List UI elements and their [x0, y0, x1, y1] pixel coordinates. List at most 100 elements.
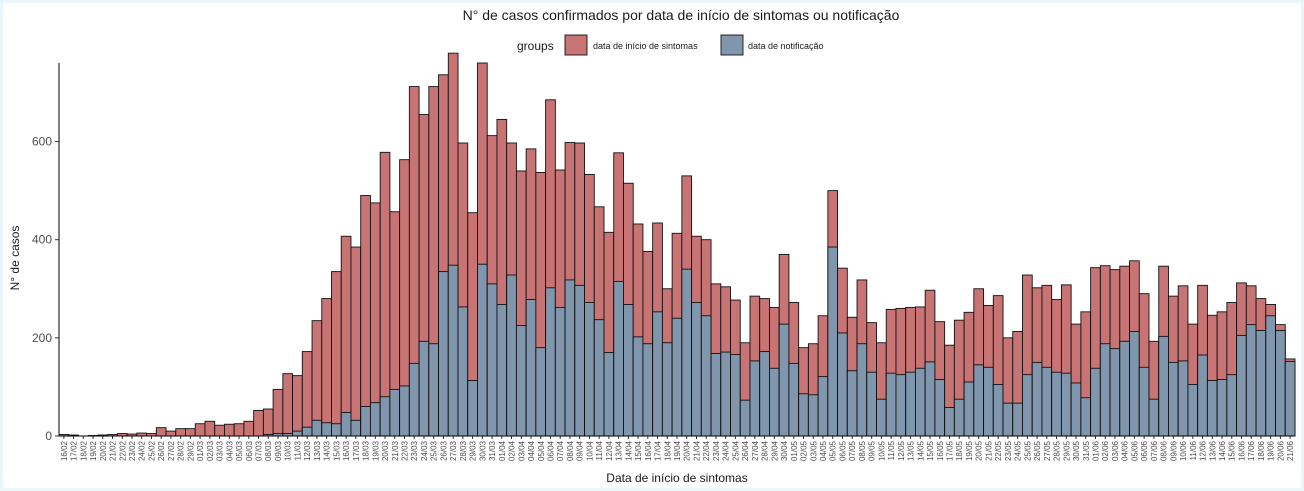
- bar-notificacao-19-06: [1265, 315, 1276, 437]
- x-tick-label: 16/02: [60, 440, 69, 461]
- bar-notificacao-01-04: [496, 304, 508, 437]
- legend-swatch-sintomas: [564, 34, 588, 56]
- bar-sintomas-17-03: [350, 246, 362, 437]
- x-tick-label: 03/06: [1111, 440, 1120, 461]
- bar-notificacao-26-03: [438, 271, 449, 437]
- x-tick-label: 19/02: [89, 440, 98, 461]
- x-tick-label: 14/04: [624, 440, 633, 461]
- bar-notificacao-18-04: [661, 342, 673, 437]
- bar-notificacao-08-04: [564, 279, 576, 437]
- x-tick-label: 19/03: [371, 440, 380, 461]
- bar-notificacao-12-06: [1197, 354, 1208, 437]
- legend-label-sintomas: data de início de sintomas: [593, 41, 698, 51]
- bar-notificacao-19-03: [369, 402, 381, 437]
- bar-notificacao-26-04: [739, 399, 751, 437]
- bar-sintomas-11-03: [292, 375, 303, 437]
- x-tick-label: 11/06: [1189, 440, 1198, 460]
- bar-notificacao-10-05: [876, 398, 887, 437]
- bar-sintomas-18-03: [360, 195, 371, 437]
- x-tick-label: 17/06: [1247, 440, 1256, 461]
- x-tick-label: 17/03: [352, 440, 361, 461]
- bar-notificacao-06-04: [545, 287, 556, 437]
- x-tick-label: 09/06: [1169, 440, 1178, 461]
- bar-notificacao-29-04: [769, 367, 780, 437]
- x-tick-label: 19/04: [673, 440, 682, 461]
- bar-notificacao-06-06: [1138, 366, 1150, 437]
- bar-notificacao-19-05: [963, 381, 975, 437]
- bar-notificacao-23-05: [1002, 402, 1014, 437]
- x-tick-label: 22/03: [401, 440, 410, 461]
- x-tick-label: 06/06: [1140, 440, 1149, 461]
- x-tick-label: 03/04: [517, 440, 526, 461]
- bar-notificacao-12-04: [603, 352, 615, 437]
- bar-notificacao-20-06: [1275, 330, 1286, 437]
- bar-notificacao-22-03: [399, 385, 410, 437]
- x-tick-label: 07/05: [848, 440, 857, 461]
- y-tick-label: 0: [45, 429, 52, 443]
- x-tick-label: 07/06: [1150, 440, 1159, 461]
- x-tick-label: 10/03: [284, 440, 293, 461]
- x-tick-label: 04/03: [225, 440, 234, 461]
- bar-notificacao-16-03: [340, 411, 352, 437]
- x-tick-label: 25/03: [430, 440, 439, 461]
- x-tick-label: 21/06: [1286, 440, 1295, 461]
- bar-sintomas-19-03: [369, 202, 381, 437]
- x-tick-label: 18/06: [1257, 440, 1266, 461]
- x-tick-label: 27/04: [751, 440, 760, 461]
- x-tick-label: 08/03: [264, 440, 273, 461]
- bar-notificacao-23-04: [710, 353, 722, 437]
- x-tick-label: 01/04: [498, 440, 507, 461]
- bar-notificacao-18-06: [1255, 330, 1267, 437]
- chart-title: N° de casos confirmados por data de iníc…: [463, 7, 900, 23]
- bar-notificacao-11-04: [593, 319, 605, 437]
- bar-sintomas-14-03: [321, 298, 332, 437]
- bar-notificacao-15-05: [924, 361, 936, 437]
- x-tick-label: 24/04: [722, 440, 731, 461]
- x-tick-label: 23/05: [1004, 440, 1013, 461]
- bar-sintomas-05-03: [233, 423, 245, 437]
- bar-notificacao-15-06: [1226, 374, 1238, 437]
- x-tick-label: 12/06: [1199, 440, 1208, 461]
- x-tick-label: 08/06: [1160, 440, 1169, 461]
- bar-notificacao-03-04: [515, 325, 527, 437]
- x-tick-label: 20/04: [683, 440, 692, 461]
- bar-notificacao-01-05: [788, 362, 800, 437]
- x-tick-label: 23/04: [712, 440, 721, 461]
- bar-notificacao-20-03: [379, 396, 391, 437]
- bar-notificacao-21-03: [389, 388, 401, 437]
- x-tick-label: 15/03: [332, 440, 341, 461]
- bar-notificacao-13-04: [613, 280, 624, 437]
- x-tick-label: 28/03: [459, 440, 468, 461]
- legend-title: groups: [517, 39, 554, 53]
- x-tick-label: 24/03: [420, 440, 429, 461]
- bar-notificacao-14-06: [1216, 379, 1228, 437]
- x-tick-label: 05/06: [1130, 440, 1139, 461]
- x-tick-label: 19/05: [965, 440, 974, 461]
- bar-notificacao-15-04: [632, 336, 644, 437]
- x-tick-label: 26/05: [1033, 440, 1042, 461]
- bar-notificacao-02-06: [1099, 343, 1111, 437]
- x-tick-label: 29/05: [1062, 440, 1071, 461]
- bar-notificacao-17-04: [652, 311, 663, 437]
- x-tick-label: 14/05: [916, 440, 925, 461]
- y-axis: 0 200 400 600: [32, 63, 60, 443]
- bar-notificacao-17-03: [350, 419, 362, 437]
- x-tick-label: 09/05: [868, 440, 877, 461]
- bar-sintomas-09-03: [272, 388, 284, 437]
- x-tick-label: 18/05: [955, 440, 964, 461]
- x-tick-label: 31/03: [488, 440, 497, 461]
- x-tick-label: 05/04: [537, 440, 546, 461]
- bar-notificacao-07-04: [554, 306, 566, 437]
- x-tick-label: 21/02: [109, 440, 118, 461]
- x-tick-label: 02/06: [1101, 440, 1110, 461]
- bar-notificacao-17-06: [1245, 324, 1257, 437]
- x-tick-label: 12/03: [303, 440, 312, 461]
- x-tick-label: 13/04: [615, 440, 624, 461]
- x-tick-label: 05/03: [235, 440, 244, 461]
- bar-notificacao-30-03: [477, 263, 488, 437]
- bar-notificacao-15-03: [331, 423, 342, 437]
- bar-notificacao-19-04: [671, 317, 683, 437]
- x-tick-label: 23/02: [128, 440, 137, 461]
- legend-label-notificacao: data de notificação: [748, 41, 824, 51]
- bar-sintomas-08-03: [262, 408, 274, 437]
